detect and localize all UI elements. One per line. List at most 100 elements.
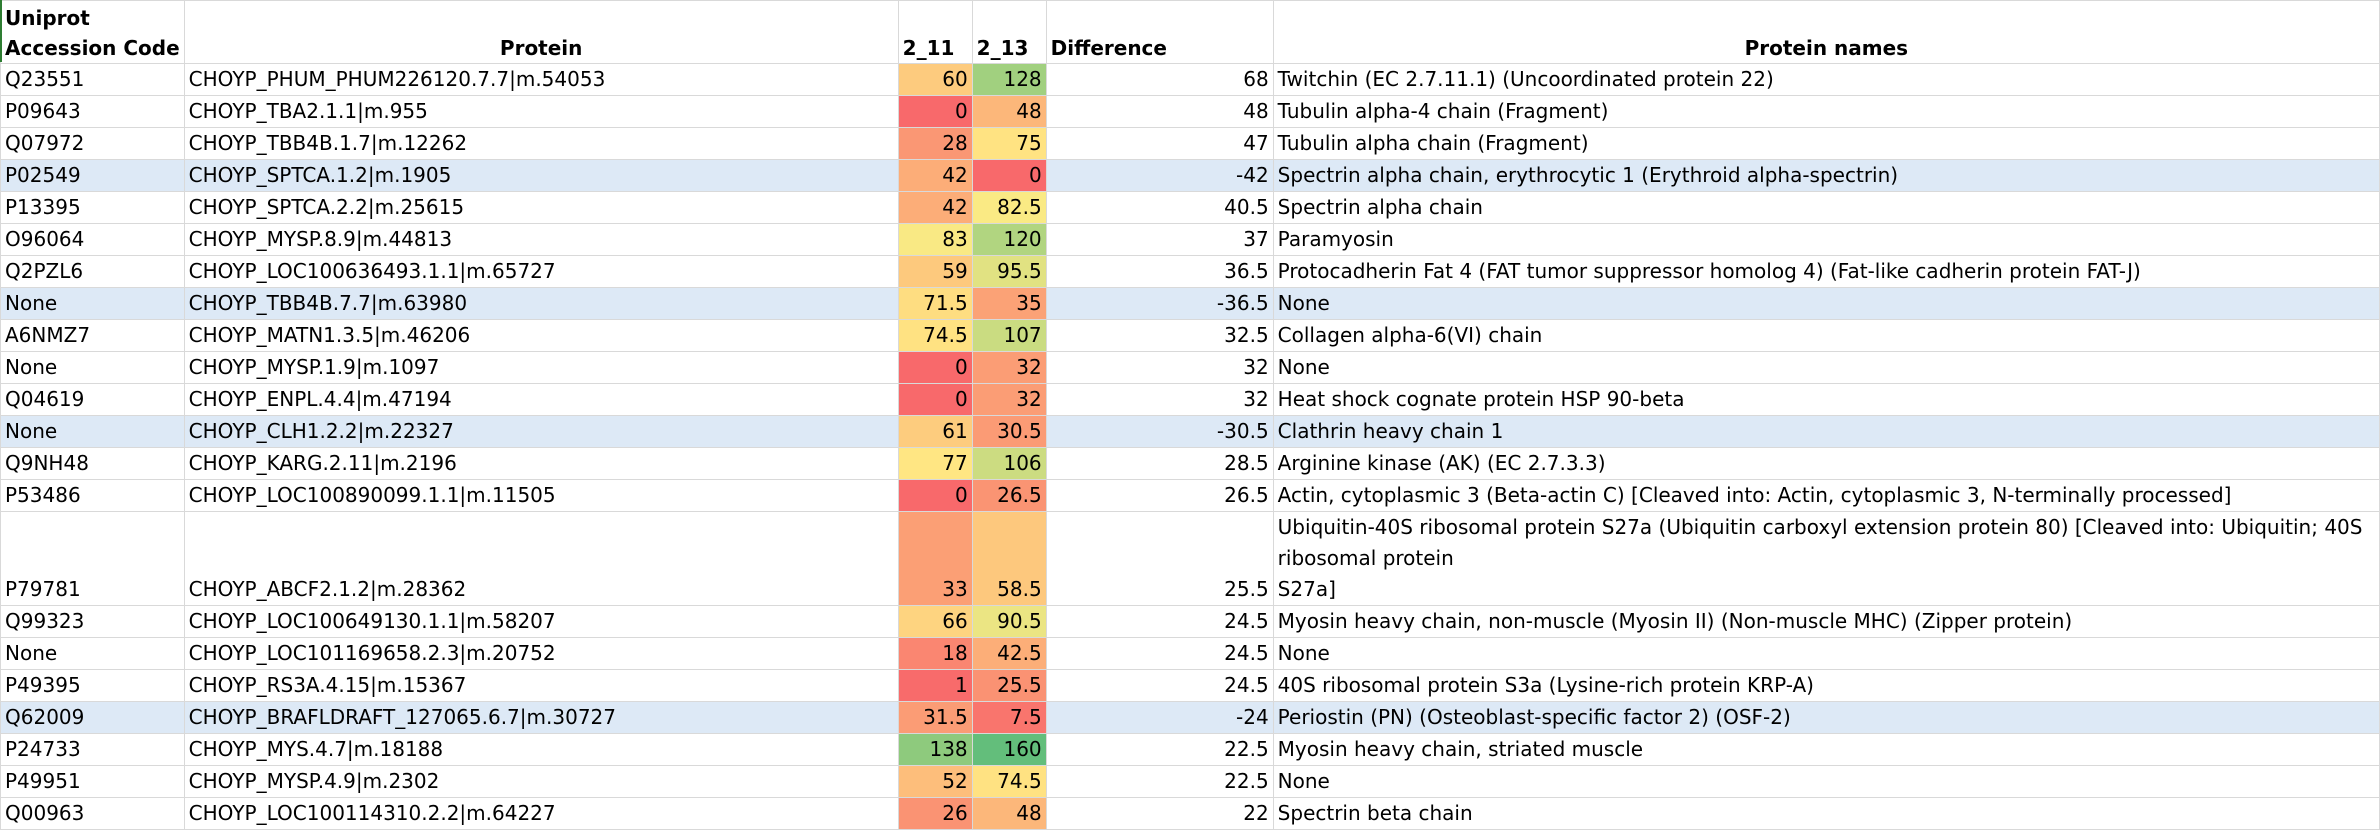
cell-2-13[interactable]: 30.5	[971, 415, 1047, 448]
cell-difference[interactable]: 32	[1045, 383, 1274, 416]
cell-2-13[interactable]: 32	[971, 383, 1047, 416]
cell-difference[interactable]: 68	[1045, 63, 1274, 96]
cell-difference[interactable]: 40.5	[1045, 191, 1274, 224]
cell-2-11[interactable]: 26	[897, 797, 973, 830]
cell-2-13[interactable]: 75	[971, 127, 1047, 160]
cell-2-13[interactable]: 26.5	[971, 479, 1047, 512]
cell-protein-names[interactable]: Collagen alpha-6(VI) chain	[1272, 319, 2380, 352]
cell-difference[interactable]: 24.5	[1045, 605, 1274, 638]
cell-protein-names[interactable]: Spectrin beta chain	[1272, 797, 2380, 830]
cell-2-13[interactable]: 0	[971, 159, 1047, 192]
cell-difference[interactable]: 26.5	[1045, 479, 1274, 512]
cell-protein-names[interactable]: Actin, cytoplasmic 3 (Beta-actin C) [Cle…	[1272, 479, 2380, 512]
cell-2-13[interactable]: 58.5	[971, 511, 1047, 606]
cell-accession[interactable]: None	[0, 287, 185, 320]
cell-2-11[interactable]: 74.5	[897, 319, 973, 352]
cell-accession[interactable]: Q62009	[0, 701, 185, 734]
cell-2-13[interactable]: 74.5	[971, 765, 1047, 798]
cell-2-13[interactable]: 7.5	[971, 701, 1047, 734]
header-difference[interactable]: Difference	[1045, 0, 1274, 64]
cell-accession[interactable]: Q07972	[0, 127, 185, 160]
cell-2-11[interactable]: 71.5	[897, 287, 973, 320]
cell-protein[interactable]: CHOYP_ENPL.4.4|m.47194	[183, 383, 899, 416]
cell-2-11[interactable]: 18	[897, 637, 973, 670]
cell-protein[interactable]: CHOYP_PHUM_PHUM226120.7.7|m.54053	[183, 63, 899, 96]
cell-2-13[interactable]: 90.5	[971, 605, 1047, 638]
cell-protein-names[interactable]: Myosin heavy chain, non-muscle (Myosin I…	[1272, 605, 2380, 638]
cell-protein[interactable]: CHOYP_TBB4B.1.7|m.12262	[183, 127, 899, 160]
cell-protein[interactable]: CHOYP_SPTCA.1.2|m.1905	[183, 159, 899, 192]
cell-2-11[interactable]: 28	[897, 127, 973, 160]
cell-difference[interactable]: 22.5	[1045, 733, 1274, 766]
cell-protein[interactable]: CHOYP_LOC101169658.2.3|m.20752	[183, 637, 899, 670]
cell-accession[interactable]: P53486	[0, 479, 185, 512]
cell-difference[interactable]: 37	[1045, 223, 1274, 256]
header-2-13[interactable]: 2_13	[971, 0, 1047, 64]
cell-2-11[interactable]: 0	[897, 383, 973, 416]
cell-protein-names[interactable]: None	[1272, 287, 2380, 320]
cell-protein[interactable]: CHOYP_MYS.4.7|m.18188	[183, 733, 899, 766]
cell-2-11[interactable]: 1	[897, 669, 973, 702]
cell-2-11[interactable]: 42	[897, 159, 973, 192]
cell-2-11[interactable]: 66	[897, 605, 973, 638]
cell-difference[interactable]: -30.5	[1045, 415, 1274, 448]
cell-accession[interactable]: P79781	[0, 511, 185, 606]
cell-accession[interactable]: P02549	[0, 159, 185, 192]
cell-protein-names[interactable]: Spectrin alpha chain	[1272, 191, 2380, 224]
cell-protein-names[interactable]: None	[1272, 351, 2380, 384]
cell-protein[interactable]: CHOYP_LOC100649130.1.1|m.58207	[183, 605, 899, 638]
cell-protein-names[interactable]: Tubulin alpha chain (Fragment)	[1272, 127, 2380, 160]
cell-protein[interactable]: CHOYP_MYSP.4.9|m.2302	[183, 765, 899, 798]
cell-accession[interactable]: A6NMZ7	[0, 319, 185, 352]
cell-accession[interactable]: None	[0, 415, 185, 448]
cell-accession[interactable]: P13395	[0, 191, 185, 224]
cell-2-13[interactable]: 160	[971, 733, 1047, 766]
header-2-11[interactable]: 2_11	[897, 0, 973, 64]
cell-difference[interactable]: 24.5	[1045, 637, 1274, 670]
cell-accession[interactable]: Q04619	[0, 383, 185, 416]
cell-2-13[interactable]: 35	[971, 287, 1047, 320]
cell-difference[interactable]: -42	[1045, 159, 1274, 192]
cell-2-11[interactable]: 83	[897, 223, 973, 256]
cell-2-13[interactable]: 42.5	[971, 637, 1047, 670]
cell-protein-names[interactable]: Spectrin alpha chain, erythrocytic 1 (Er…	[1272, 159, 2380, 192]
cell-protein-names[interactable]: Ubiquitin-40S ribosomal protein S27a (Ub…	[1272, 511, 2380, 606]
cell-2-11[interactable]: 0	[897, 479, 973, 512]
cell-difference[interactable]: -24	[1045, 701, 1274, 734]
cell-2-11[interactable]: 59	[897, 255, 973, 288]
cell-2-11[interactable]: 52	[897, 765, 973, 798]
cell-difference[interactable]: 32	[1045, 351, 1274, 384]
cell-difference[interactable]: 32.5	[1045, 319, 1274, 352]
cell-2-11[interactable]: 77	[897, 447, 973, 480]
cell-2-13[interactable]: 106	[971, 447, 1047, 480]
cell-protein-names[interactable]: None	[1272, 765, 2380, 798]
cell-protein-names[interactable]: Clathrin heavy chain 1	[1272, 415, 2380, 448]
cell-accession[interactable]: Q2PZL6	[0, 255, 185, 288]
cell-protein[interactable]: CHOYP_MYSP.1.9|m.1097	[183, 351, 899, 384]
cell-protein-names[interactable]: None	[1272, 637, 2380, 670]
cell-2-11[interactable]: 61	[897, 415, 973, 448]
header-protein[interactable]: Protein	[183, 0, 899, 64]
cell-difference[interactable]: 48	[1045, 95, 1274, 128]
cell-accession[interactable]: Q00963	[0, 797, 185, 830]
cell-protein[interactable]: CHOYP_CLH1.2.2|m.22327	[183, 415, 899, 448]
cell-accession[interactable]: P24733	[0, 733, 185, 766]
cell-2-13[interactable]: 32	[971, 351, 1047, 384]
cell-protein-names[interactable]: Twitchin (EC 2.7.11.1) (Uncoordinated pr…	[1272, 63, 2380, 96]
cell-protein-names[interactable]: Arginine kinase (AK) (EC 2.7.3.3)	[1272, 447, 2380, 480]
cell-2-13[interactable]: 25.5	[971, 669, 1047, 702]
cell-accession[interactable]: P49951	[0, 765, 185, 798]
cell-difference[interactable]: 25.5	[1045, 511, 1274, 606]
cell-accession[interactable]: P09643	[0, 95, 185, 128]
cell-2-13[interactable]: 128	[971, 63, 1047, 96]
cell-accession[interactable]: None	[0, 637, 185, 670]
cell-protein[interactable]: CHOYP_TBA2.1.1|m.955	[183, 95, 899, 128]
cell-protein[interactable]: CHOYP_TBB4B.7.7|m.63980	[183, 287, 899, 320]
cell-accession[interactable]: Q9NH48	[0, 447, 185, 480]
cell-protein[interactable]: CHOYP_MYSP.8.9|m.44813	[183, 223, 899, 256]
cell-protein[interactable]: CHOYP_KARG.2.11|m.2196	[183, 447, 899, 480]
cell-2-11[interactable]: 0	[897, 95, 973, 128]
cell-protein[interactable]: CHOYP_BRAFLDRAFT_127065.6.7|m.30727	[183, 701, 899, 734]
cell-protein[interactable]: CHOYP_LOC100890099.1.1|m.11505	[183, 479, 899, 512]
cell-protein[interactable]: CHOYP_RS3A.4.15|m.15367	[183, 669, 899, 702]
